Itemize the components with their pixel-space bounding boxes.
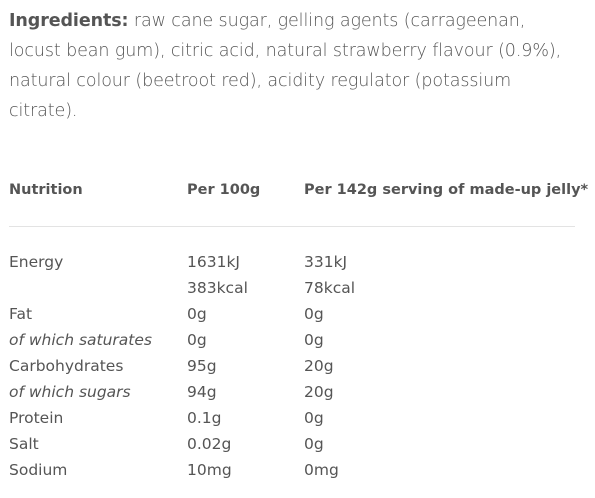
header-nutrition: Nutrition [9,182,83,198]
per-serving-value: 0mg [304,461,339,479]
nutrient-name: Fat [9,305,33,323]
per-100g-value: 0g [187,305,207,323]
per-100g-value: 94g [187,383,217,401]
per-serving-value: 78kcal [304,279,356,297]
table-row: of which saturates 0g 0g [9,331,575,357]
per-100g-value: 0g [187,331,207,349]
per-serving-value: 0g [304,435,324,453]
table-row: 383kcal 78kcal [9,279,575,305]
table-row: Fat 0g 0g [9,305,575,331]
per-serving-value: 331kJ [304,253,348,271]
nutrient-name: Carbohydrates [9,357,124,375]
per-100g-value: 10mg [187,461,232,479]
ingredients-text: raw cane sugar, gelling agents (carragee… [9,11,562,121]
header-divider [9,226,575,227]
nutrient-name: Sodium [9,461,68,479]
nutrient-name: of which sugars [9,383,131,401]
ingredients-paragraph: Ingredients: raw cane sugar, gelling age… [9,6,579,126]
table-row: of which sugars 94g 20g [9,383,575,409]
nutrient-name: Protein [9,409,64,427]
table-row: Energy 1631kJ 331kJ [9,253,575,279]
nutrient-name: Energy [9,253,64,271]
per-serving-value: 0g [304,409,324,427]
nutrient-name: of which saturates [9,331,152,349]
header-per-serving: Per 142g serving of made-up jelly* [304,182,589,198]
per-100g-value: 1631kJ [187,253,240,271]
table-row: Salt 0.02g 0g [9,435,575,461]
per-serving-value: 0g [304,331,324,349]
per-serving-value: 20g [304,383,334,401]
per-serving-value: 20g [304,357,334,375]
table-row: Protein 0.1g 0g [9,409,575,435]
ingredients-label: Ingredients: [9,11,129,31]
nutrition-table: Nutrition Per 100g Per 142g serving of m… [9,0,588,498]
per-100g-value: 95g [187,357,217,375]
nutrient-name: Salt [9,435,39,453]
per-100g-value: 0.1g [187,409,222,427]
table-row: Carbohydrates 95g 20g [9,357,575,383]
per-100g-value: 383kcal [187,279,248,297]
per-100g-value: 0.02g [187,435,232,453]
header-per-100g: Per 100g [187,182,261,198]
table-row: Sodium 10mg 0mg [9,461,575,487]
per-serving-value: 0g [304,305,324,323]
